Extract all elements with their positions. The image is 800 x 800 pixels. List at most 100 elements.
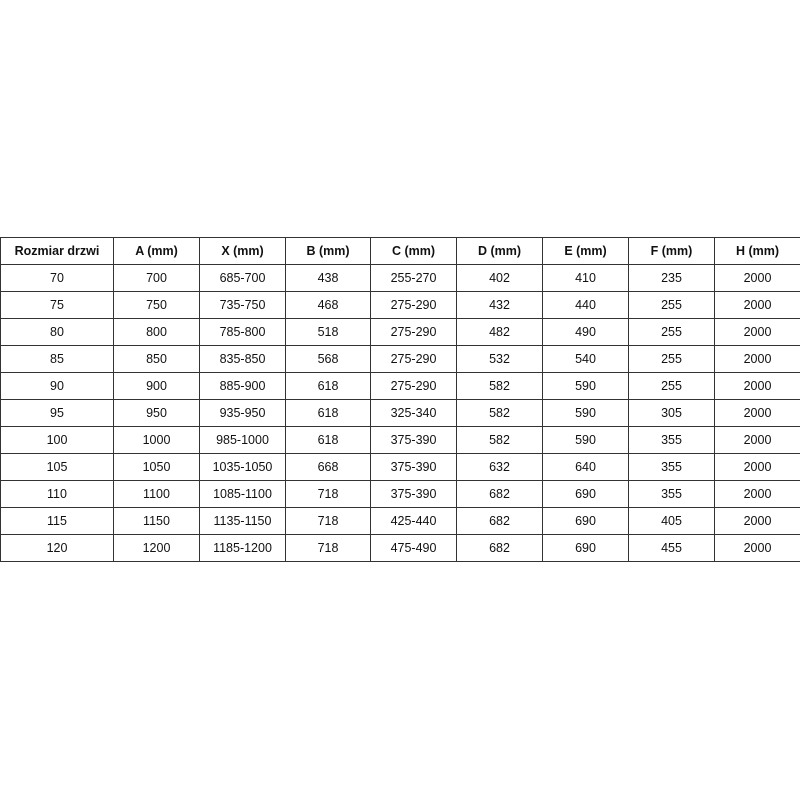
table-cell: 100: [0, 426, 114, 454]
table-cell: 375-390: [370, 480, 457, 508]
table-cell: 432: [456, 291, 543, 319]
table-cell: 2000: [714, 453, 800, 481]
table-cell: 618: [285, 426, 371, 454]
table-row: 120 1200 1185-1200 718 475-490 682 690 455 2000: [0, 534, 800, 562]
table-cell: 255: [628, 318, 715, 346]
table-cell: 1135-1150: [199, 507, 286, 535]
table-row: 70 700 685-700 438 255-270 402 410 235 2000: [0, 264, 800, 292]
table-cell: 355: [628, 480, 715, 508]
table-cell: 735-750: [199, 291, 286, 319]
table-cell: 110: [0, 480, 114, 508]
table-cell: 985-1000: [199, 426, 286, 454]
table-cell: 2000: [714, 534, 800, 562]
table-cell: 235: [628, 264, 715, 292]
table-cell: 2000: [714, 345, 800, 373]
table-cell: 950: [113, 399, 200, 427]
table-cell: 1150: [113, 507, 200, 535]
table-cell: 440: [542, 291, 629, 319]
table-cell: 255: [628, 291, 715, 319]
table-row: 75 750 735-750 468 275-290 432 440 255 2000: [0, 291, 800, 319]
table-row: 95 950 935-950 618 325-340 582 590 305 2000: [0, 399, 800, 427]
table-cell: 375-390: [370, 453, 457, 481]
table-cell: 850: [113, 345, 200, 373]
header-row: Rozmiar drzwi A (mm) X (mm) B (mm) C (mm) D (…: [0, 237, 800, 265]
table-cell: 2000: [714, 264, 800, 292]
table-cell: 682: [456, 507, 543, 535]
table-cell: 120: [0, 534, 114, 562]
table-cell: 402: [456, 264, 543, 292]
table-row: 105 1050 1035-1050 668 375-390 632 640 355 2000: [0, 453, 800, 481]
table-row: 80 800 785-800 518 275-290 482 490 255 2000: [0, 318, 800, 346]
table-cell: 90: [0, 372, 114, 400]
table-cell: 482: [456, 318, 543, 346]
table-cell: 2000: [714, 399, 800, 427]
table-cell: 275-290: [370, 291, 457, 319]
table-cell: 438: [285, 264, 371, 292]
table-row: 100 1000 985-1000 618 375-390 582 590 355 2000: [0, 426, 800, 454]
table-cell: 2000: [714, 291, 800, 319]
table-cell: 582: [456, 399, 543, 427]
table-row: 90 900 885-900 618 275-290 582 590 255 2000: [0, 372, 800, 400]
table-cell: 275-290: [370, 345, 457, 373]
column-header: Rozmiar drzwi: [0, 237, 114, 265]
table-cell: 700: [113, 264, 200, 292]
table-cell: 255-270: [370, 264, 457, 292]
table-cell: 568: [285, 345, 371, 373]
table-cell: 885-900: [199, 372, 286, 400]
table-cell: 900: [113, 372, 200, 400]
table-cell: 750: [113, 291, 200, 319]
table-cell: 1200: [113, 534, 200, 562]
table-cell: 590: [542, 372, 629, 400]
column-header: H (mm): [714, 237, 800, 265]
table-cell: 255: [628, 372, 715, 400]
table-cell: 685-700: [199, 264, 286, 292]
table-cell: 785-800: [199, 318, 286, 346]
table-cell: 80: [0, 318, 114, 346]
table-cell: 718: [285, 507, 371, 535]
column-header: C (mm): [370, 237, 457, 265]
table-cell: 1085-1100: [199, 480, 286, 508]
table-cell: 668: [285, 453, 371, 481]
table-cell: 2000: [714, 426, 800, 454]
table-cell: 682: [456, 480, 543, 508]
table-cell: 835-850: [199, 345, 286, 373]
table-cell: 682: [456, 534, 543, 562]
table-cell: 632: [456, 453, 543, 481]
table-cell: 1185-1200: [199, 534, 286, 562]
table-cell: 640: [542, 453, 629, 481]
table-cell: 2000: [714, 480, 800, 508]
table-cell: 75: [0, 291, 114, 319]
table-cell: 590: [542, 399, 629, 427]
table-cell: 800: [113, 318, 200, 346]
column-header: D (mm): [456, 237, 543, 265]
table-cell: 590: [542, 426, 629, 454]
table-cell: 410: [542, 264, 629, 292]
table-cell: 582: [456, 372, 543, 400]
table-cell: 618: [285, 399, 371, 427]
table-cell: 2000: [714, 318, 800, 346]
table-cell: 718: [285, 534, 371, 562]
table-cell: 455: [628, 534, 715, 562]
table-row: 85 850 835-850 568 275-290 532 540 255 2000: [0, 345, 800, 373]
table-cell: 1000: [113, 426, 200, 454]
table-cell: 70: [0, 264, 114, 292]
column-header: A (mm): [113, 237, 200, 265]
table-cell: 475-490: [370, 534, 457, 562]
table-cell: 935-950: [199, 399, 286, 427]
column-header: X (mm): [199, 237, 286, 265]
column-header: E (mm): [542, 237, 629, 265]
table-cell: 95: [0, 399, 114, 427]
table-cell: 105: [0, 453, 114, 481]
table-cell: 468: [285, 291, 371, 319]
table-cell: 490: [542, 318, 629, 346]
table-cell: 618: [285, 372, 371, 400]
table-cell: 355: [628, 453, 715, 481]
table-cell: 355: [628, 426, 715, 454]
column-header: B (mm): [285, 237, 371, 265]
dimensions-table: Rozmiar drzwi A (mm) X (mm) B (mm) C (mm) D (…: [0, 237, 800, 562]
table-row: 115 1150 1135-1150 718 425-440 682 690 405 2000: [0, 507, 800, 535]
table-cell: 305: [628, 399, 715, 427]
table-cell: 690: [542, 507, 629, 535]
table-cell: 405: [628, 507, 715, 535]
table-cell: 115: [0, 507, 114, 535]
